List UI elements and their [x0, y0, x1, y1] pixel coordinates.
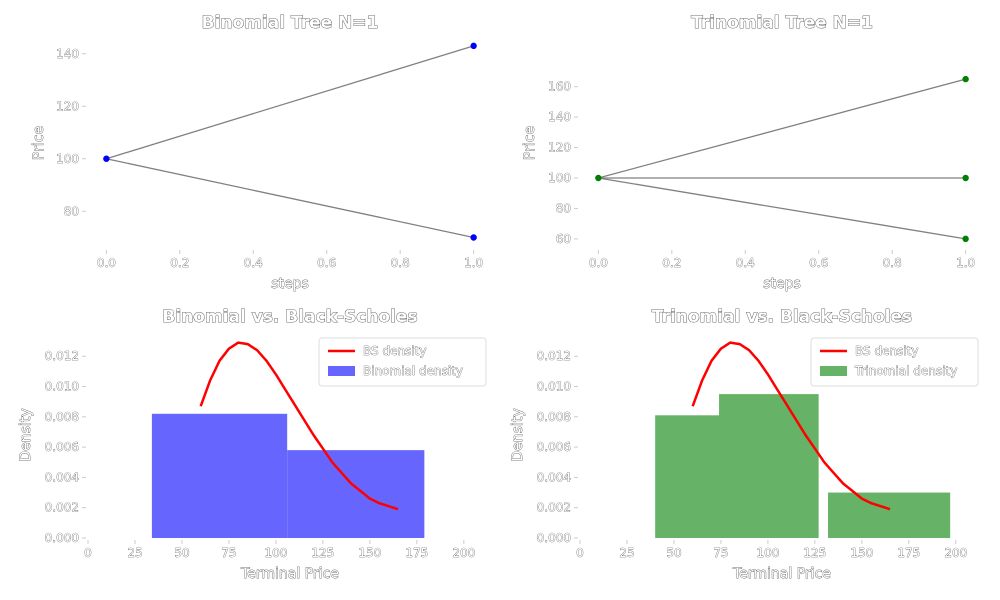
x-tick-label: 200 [944, 546, 967, 560]
y-tick-label: 0.002 [45, 501, 79, 515]
x-axis-label: Terminal Price [240, 566, 339, 582]
y-tick-label: 0.004 [537, 470, 571, 484]
x-tick-label: 175 [897, 546, 920, 560]
y-tick-label: 80 [556, 201, 571, 215]
x-tick-label: 1.0 [956, 256, 975, 270]
legend-box [810, 337, 979, 387]
y-tick-label: 120 [56, 99, 79, 113]
legend: BS density Binomial density [318, 337, 487, 387]
legend-label-bars: Trinomial density [854, 364, 957, 378]
y-tick-label: 0.004 [45, 470, 79, 484]
x-tick-label: 0.2 [170, 256, 189, 270]
x-axis-label: steps [271, 276, 309, 292]
x-tick-label: 125 [803, 546, 826, 560]
y-tick-label: 100 [548, 171, 571, 185]
x-tick-label: 0.0 [589, 256, 608, 270]
y-tick-label: 140 [548, 110, 571, 124]
density-bar [719, 394, 819, 538]
chart-2: Trinomial Tree N=1 0.0 0.2 0.4 0.6 0.8 1.0 60 80… [522, 13, 976, 293]
y-tick-label: 0.008 [537, 410, 571, 424]
y-tick-label: 0.006 [537, 440, 571, 454]
y-tick-label: 0.000 [537, 531, 571, 545]
chart-title: Binomial Tree N=1 [202, 13, 379, 33]
x-axis-label: Terminal Price [732, 566, 831, 582]
x-tick-label: 0 [576, 546, 584, 560]
tree-node [470, 42, 477, 50]
y-tick-label: 0.010 [45, 380, 79, 394]
chart-title: Trinomial Tree N=1 [691, 13, 873, 33]
x-tick-label: 0.2 [662, 256, 681, 270]
density-bar [828, 492, 951, 538]
y-tick-label: 0.008 [45, 410, 79, 424]
legend-bar-swatch [328, 366, 355, 376]
x-tick-label: 125 [311, 546, 334, 560]
tree-edge [106, 45, 474, 160]
chart-3: Binomial vs. Black-Scholes 0 25 50 75 100 125 1… [18, 307, 487, 582]
tree-node [962, 174, 969, 182]
legend-label-bars: Binomial density [363, 364, 463, 378]
legend-label-curve: BS density [363, 344, 426, 358]
tree-node [962, 235, 969, 243]
y-tick-label: 100 [56, 152, 79, 166]
chart-title: Trinomial vs. Black-Scholes [652, 307, 912, 327]
x-tick-label: 0.8 [391, 256, 410, 270]
y-tick-label: 0.006 [45, 440, 79, 454]
x-tick-label: 25 [619, 546, 634, 560]
tree-node [470, 234, 477, 241]
x-tick-label: 25 [127, 546, 142, 560]
x-tick-label: 75 [713, 546, 728, 560]
y-tick-label: 0.002 [537, 501, 571, 515]
x-tick-label: 0 [84, 546, 92, 560]
tree-edge [598, 78, 966, 179]
x-tick-label: 100 [756, 546, 779, 560]
x-tick-label: 1.0 [464, 256, 483, 270]
y-tick-label: 120 [548, 141, 571, 155]
x-tick-label: 0.6 [317, 256, 336, 270]
x-tick-label: 50 [174, 546, 189, 560]
y-tick-label: 0.012 [45, 349, 79, 363]
x-axis-label: steps [763, 276, 801, 292]
x-tick-label: 200 [452, 546, 475, 560]
x-tick-label: 0.0 [97, 256, 116, 270]
x-tick-label: 50 [666, 546, 681, 560]
x-tick-label: 150 [850, 546, 873, 560]
y-axis-label: Price [522, 126, 538, 160]
tree-node [103, 155, 110, 162]
bs-density-curve [691, 341, 891, 511]
tree-edge [598, 177, 966, 240]
x-tick-label: 0.4 [244, 256, 263, 270]
x-tick-label: 175 [405, 546, 428, 560]
x-tick-label: 75 [221, 546, 236, 560]
chart-1: Binomial Tree N=1 0.0 0.2 0.4 0.6 0.8 1.0 80 100… [31, 13, 484, 293]
x-tick-label: 0.8 [883, 256, 902, 270]
x-tick-label: 100 [264, 546, 287, 560]
y-axis-label: Density [18, 408, 34, 461]
legend-box [318, 337, 487, 387]
y-tick-label: 140 [56, 47, 79, 61]
tree-edge [106, 158, 474, 239]
bs-density-curve [199, 341, 399, 511]
tree-node [962, 75, 969, 83]
y-tick-label: 0.010 [537, 380, 571, 394]
x-tick-label: 0.6 [809, 256, 828, 270]
chart-title: Binomial vs. Black-Scholes [162, 307, 417, 327]
legend-bar-swatch [820, 366, 847, 376]
y-tick-label: 60 [556, 232, 571, 246]
y-tick-label: 0.000 [45, 531, 79, 545]
x-tick-label: 150 [358, 546, 381, 560]
y-tick-label: 80 [64, 204, 79, 218]
y-tick-label: 160 [548, 80, 571, 94]
legend-label-curve: BS density [855, 344, 918, 358]
tree-node [595, 174, 602, 182]
density-bar [287, 450, 425, 538]
x-tick-label: 0.4 [736, 256, 755, 270]
chart-4: Trinomial vs. Black-Scholes 0 25 50 75 100 125… [510, 307, 979, 582]
y-axis-label: Price [31, 126, 47, 160]
y-axis-label: Density [510, 408, 526, 461]
legend: BS density Trinomial density [810, 337, 979, 387]
density-bar [151, 413, 288, 538]
y-tick-label: 0.012 [537, 349, 571, 363]
